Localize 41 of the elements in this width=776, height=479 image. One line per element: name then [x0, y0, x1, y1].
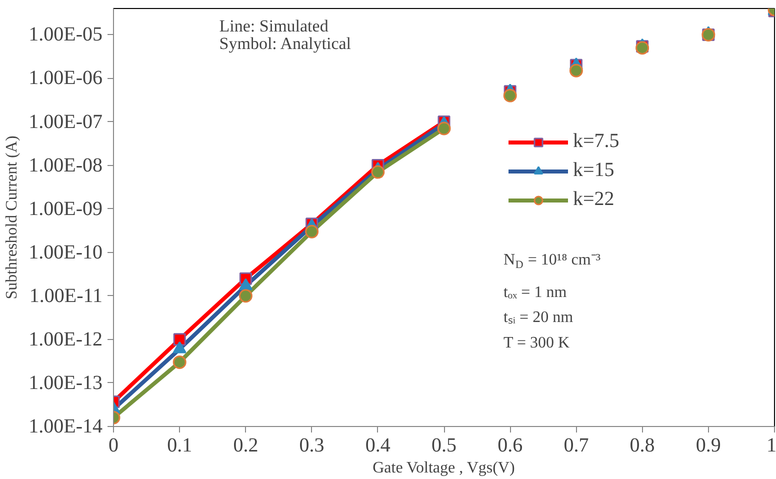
y-tick-label: 1.00E-12 — [28, 328, 103, 350]
x-axis-title: Gate Voltage , Vgs(V) — [372, 460, 515, 476]
annotation: tₒₓ = 1 nm — [503, 284, 568, 301]
legend-label: k=7.5 — [573, 130, 620, 153]
x-tick-label: 1 — [766, 434, 776, 456]
point — [172, 355, 186, 369]
x-tick-label: 0.9 — [696, 434, 721, 456]
annotation: tₛᵢ = 20 nm — [503, 308, 574, 326]
x-tick-label: 0.5 — [432, 434, 456, 456]
x-tick-label: 0.2 — [233, 434, 258, 456]
x-tick-label: 0 — [108, 434, 118, 456]
point — [238, 278, 252, 290]
y-tick-label: 1.00E-05 — [28, 24, 103, 46]
annotation: Line: Simulated — [219, 16, 329, 36]
y-tick-label: 1.00E-11 — [29, 284, 103, 307]
x-tick-label: 0.3 — [299, 434, 324, 456]
legend-label: k=22 — [573, 188, 614, 211]
y-tick-label: 1.00E-14 — [28, 416, 103, 438]
point — [569, 64, 583, 78]
x-tick-label: 0.6 — [498, 434, 523, 456]
point — [437, 122, 451, 136]
y-tick-label: 1.00E-10 — [28, 241, 103, 264]
x-tick-label: 0.8 — [630, 434, 655, 456]
point — [503, 88, 517, 102]
annotation: Symbol: Analytical — [219, 34, 352, 54]
point — [238, 289, 252, 303]
legend-label: k=15 — [573, 159, 614, 182]
y-tick-label: 1.00E-09 — [28, 198, 103, 220]
y-tick-label: 1.00E-08 — [28, 154, 103, 176]
point — [172, 341, 186, 354]
x-tick-label: 0.7 — [564, 434, 589, 456]
annotation: T = 300 K — [503, 334, 570, 352]
y-tick-label: 1.00E-13 — [28, 372, 103, 394]
y-tick-label: 1.00E-06 — [28, 67, 103, 90]
point — [305, 224, 319, 238]
x-tick-label: 0.1 — [167, 434, 192, 456]
x-tick-label: 0.4 — [365, 434, 390, 456]
point — [371, 165, 385, 179]
point — [173, 333, 186, 346]
y-tick-label: 1.00E-07 — [28, 110, 103, 133]
y-axis-title: Subthreshold Current (A) — [4, 136, 21, 300]
